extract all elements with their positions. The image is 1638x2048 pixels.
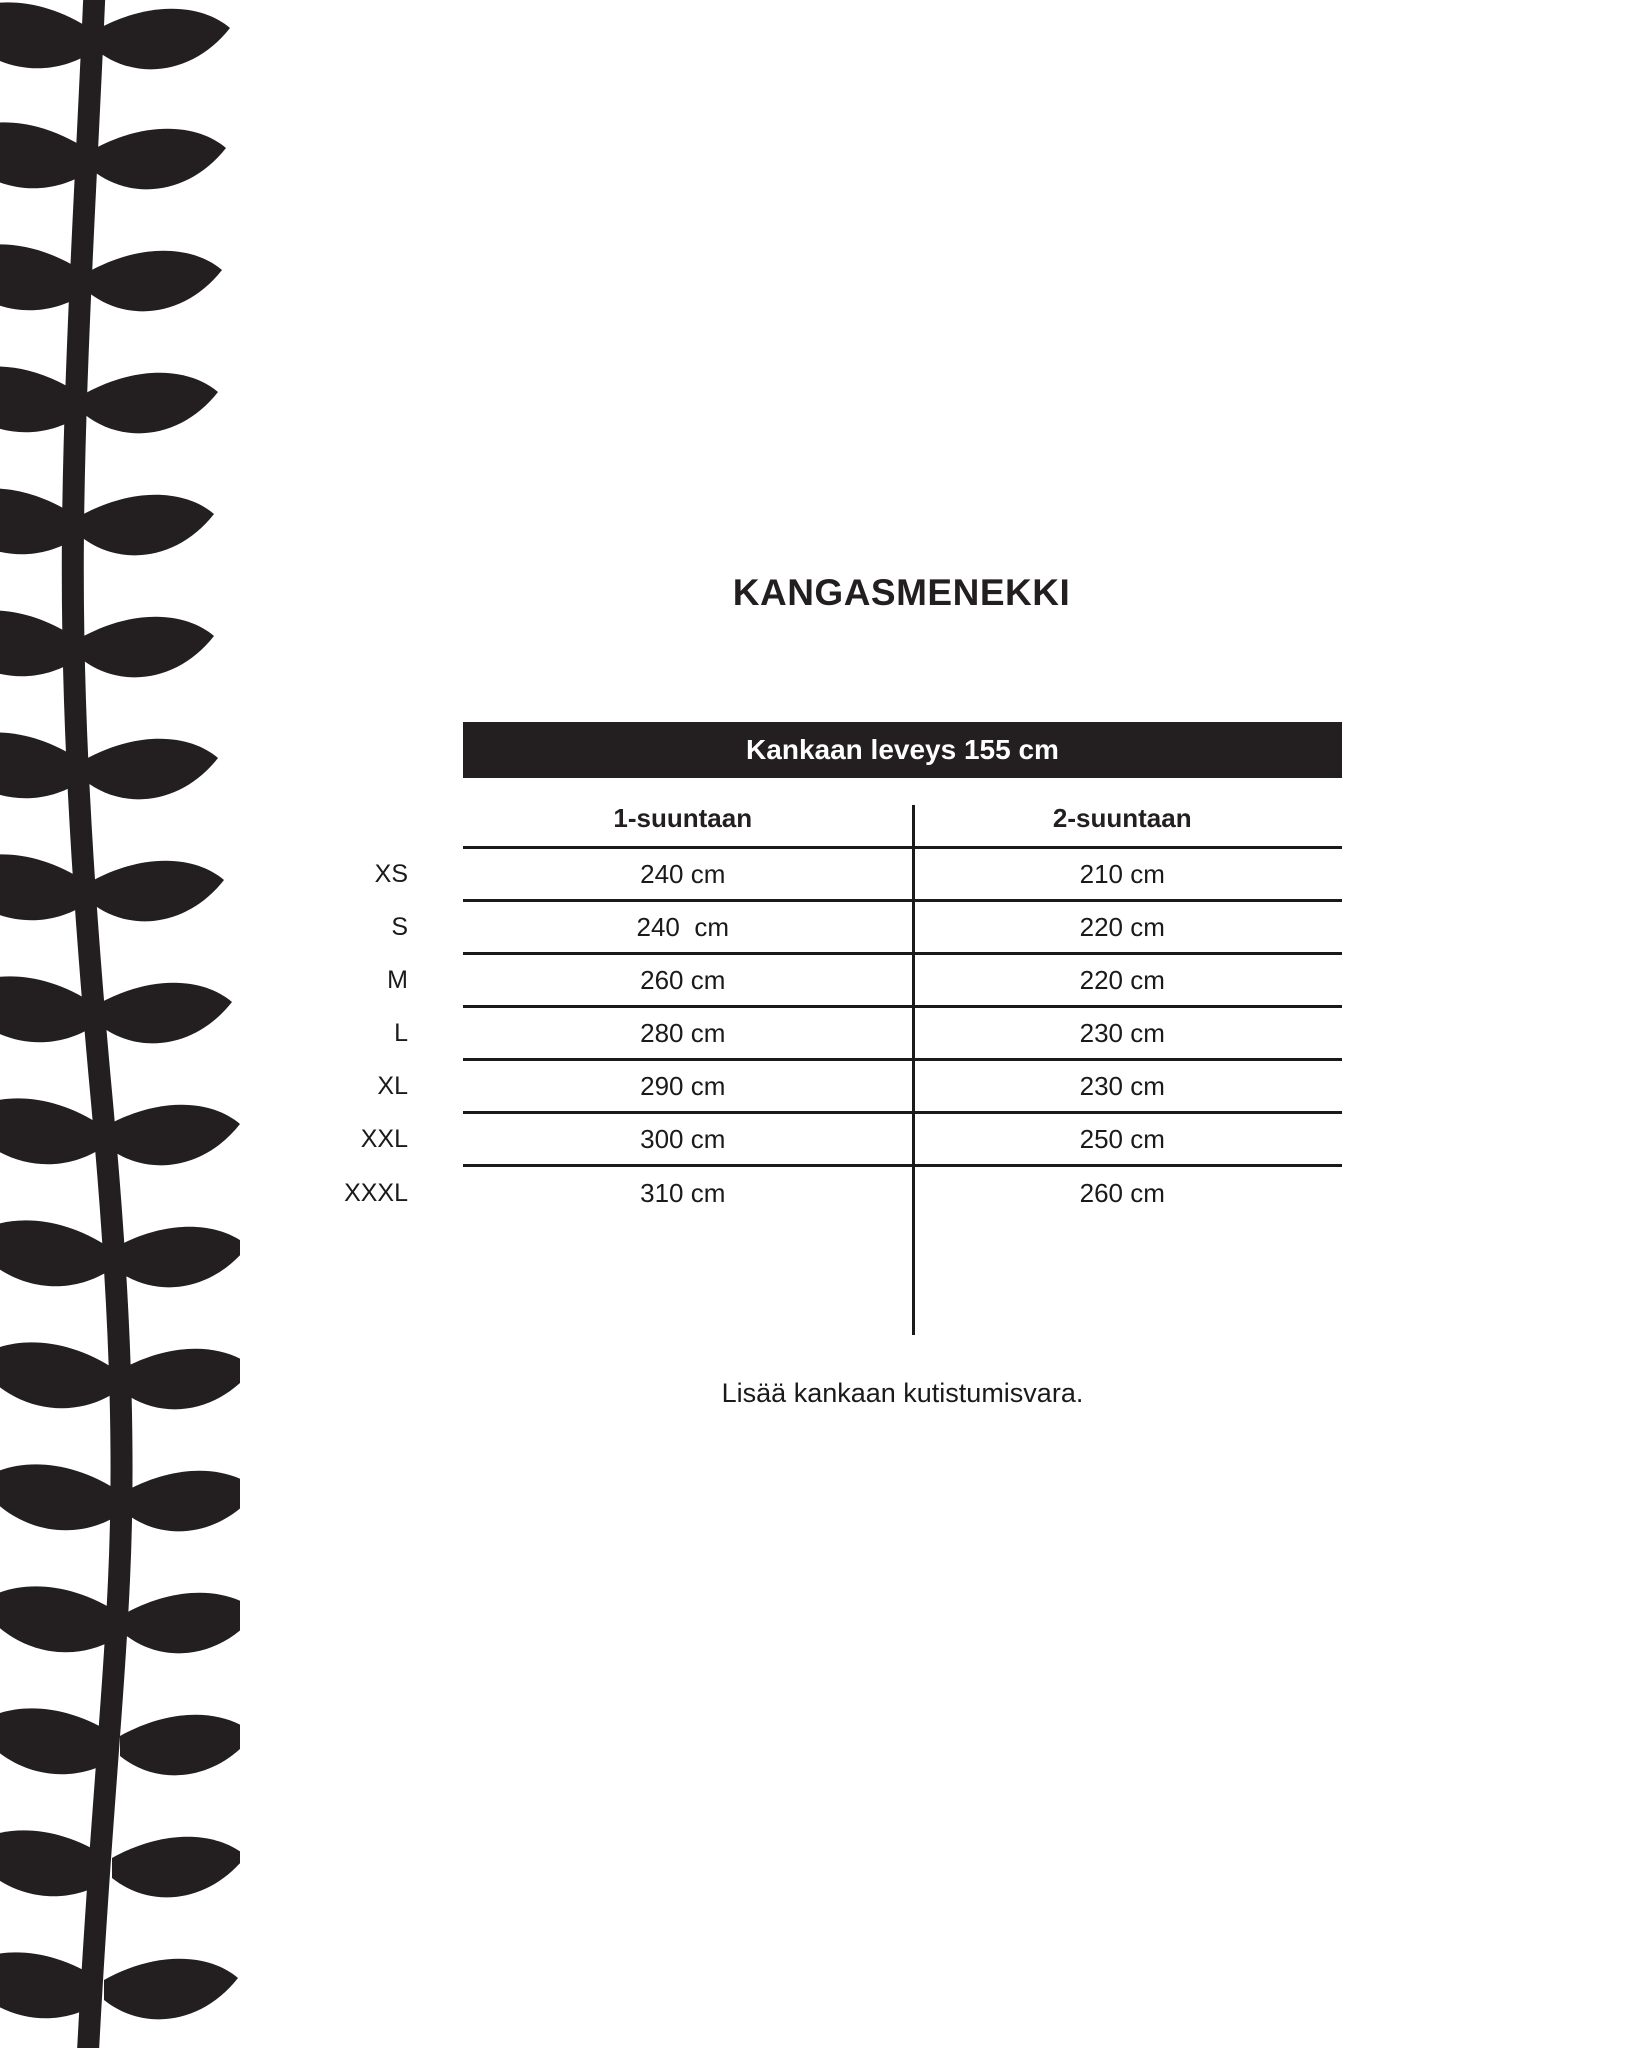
cell-one-way: 280 cm <box>640 1017 726 1048</box>
size-label-xl: XL <box>377 1071 408 1100</box>
cell-two-way: 250 cm <box>1079 1123 1165 1154</box>
leaf-vine-icon <box>0 0 240 2048</box>
fabric-requirement-table: Kankaan leveys 155 cm 1-suuntaan 2-suunt… <box>344 722 1342 1335</box>
table-row: M 260 cm 220 cm <box>387 955 1342 1008</box>
cell-two-way: 260 cm <box>1079 1177 1165 1208</box>
cell-one-way: 260 cm <box>640 964 726 995</box>
table-row: XXXL 310 cm 260 cm <box>344 1167 1342 1219</box>
cell-two-way: 230 cm <box>1079 1017 1165 1048</box>
cell-two-way: 220 cm <box>1079 911 1165 942</box>
size-label-xs: XS <box>374 859 408 888</box>
column-header-two-way: 2-suuntaan <box>1052 803 1192 833</box>
fabric-width-header: Kankaan leveys 155 cm <box>463 722 1342 778</box>
table-row: L 280 cm 230 cm <box>394 1008 1342 1061</box>
size-label-l: L <box>394 1018 408 1047</box>
cell-two-way: 230 cm <box>1079 1070 1165 1101</box>
shrinkage-note: Lisää kankaan kutistumisvara. <box>721 1378 1084 1408</box>
size-label-s: S <box>391 912 408 941</box>
cell-one-way: 240 cm <box>640 858 726 889</box>
size-label-xxxl: XXXL <box>344 1178 408 1207</box>
size-label-m: M <box>387 965 408 994</box>
cell-two-way: 220 cm <box>1079 964 1165 995</box>
table-row: XXL 300 cm 250 cm <box>361 1114 1342 1167</box>
table-row: XL 290 cm 230 cm <box>377 1061 1342 1114</box>
size-label-xxl: XXL <box>360 1124 408 1153</box>
cell-one-way: 290 cm <box>640 1070 726 1101</box>
cell-one-way: 300 cm <box>640 1123 726 1154</box>
page-title: KANGASMENEKKI <box>732 572 1071 613</box>
cell-two-way: 210 cm <box>1079 858 1165 889</box>
column-divider <box>912 805 915 1335</box>
table-row: XS 240 cm 210 cm <box>375 849 1342 902</box>
table-column-header-row: 1-suuntaan 2-suuntaan <box>463 778 1342 849</box>
cell-one-way: 240 cm <box>636 911 730 942</box>
table-row: S 240 cm 220 cm <box>391 902 1342 955</box>
column-header-one-way: 1-suuntaan <box>613 803 753 833</box>
cell-one-way: 310 cm <box>640 1177 726 1208</box>
